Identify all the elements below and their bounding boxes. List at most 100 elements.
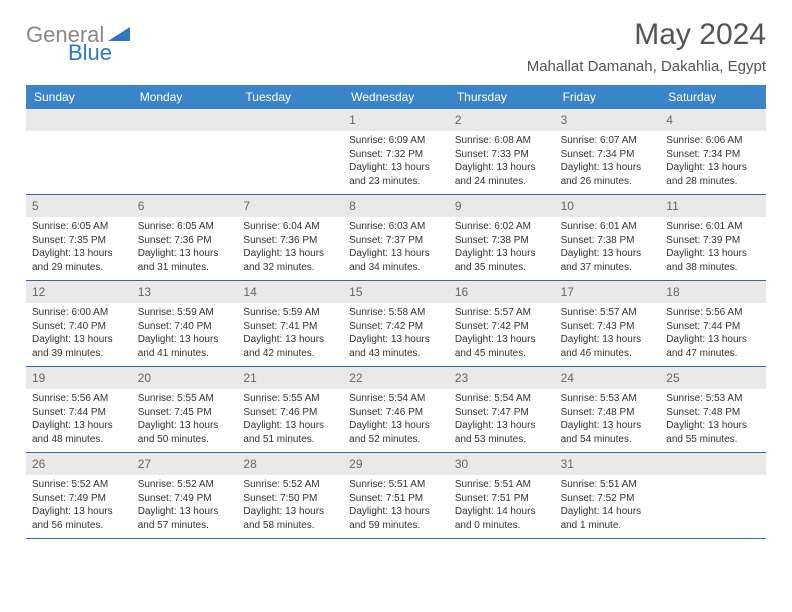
day-number-row: 8 bbox=[343, 195, 449, 217]
day-number: 11 bbox=[666, 199, 678, 213]
week-row: ...1Sunrise: 6:09 AMSunset: 7:32 PMDayli… bbox=[26, 109, 766, 195]
day-cell: 27 Sunrise: 5:52 AMSunset: 7:49 PMDayligh… bbox=[132, 453, 238, 538]
day-details: Sunrise: 5:52 AMSunset: 7:50 PMDaylight:… bbox=[243, 478, 337, 532]
day-details: Sunrise: 6:06 AMSunset: 7:34 PMDaylight:… bbox=[666, 134, 760, 188]
day-number-row: 6 bbox=[132, 195, 238, 217]
day-cell: 22Sunrise: 5:54 AMSunset: 7:46 PMDayligh… bbox=[343, 367, 449, 452]
day-number-row: 25 bbox=[660, 367, 766, 389]
week-row: 26 Sunrise: 5:52 AMSunset: 7:49 PMDayligh… bbox=[26, 453, 766, 539]
location-text: Mahallat Damanah, Dakahlia, Egypt bbox=[527, 58, 766, 75]
day-details: Sunrise: 5:59 AMSunset: 7:40 PMDaylight:… bbox=[138, 306, 232, 360]
day-cell: 18Sunrise: 5:56 AMSunset: 7:44 PMDayligh… bbox=[660, 281, 766, 366]
day-details: Sunrise: 5:57 AMSunset: 7:43 PMDaylight:… bbox=[561, 306, 655, 360]
day-number: 28 bbox=[243, 457, 256, 471]
day-details: Sunrise: 5:52 AMSunset: 7:49 PMDaylight:… bbox=[138, 478, 232, 532]
month-title: May 2024 bbox=[527, 18, 766, 52]
weekday-header: Monday bbox=[132, 85, 238, 109]
day-number-row: 11 bbox=[660, 195, 766, 217]
day-number-row: 2 bbox=[449, 109, 555, 131]
day-number-row: 29 bbox=[343, 453, 449, 475]
day-number: 10 bbox=[561, 199, 574, 213]
day-number: 17 bbox=[561, 285, 574, 299]
day-cell: 8Sunrise: 6:03 AMSunset: 7:37 PMDaylight… bbox=[343, 195, 449, 280]
day-number-row: 12 bbox=[26, 281, 132, 303]
day-number: 29 bbox=[349, 457, 362, 471]
day-number-row: 16 bbox=[449, 281, 555, 303]
day-number: 4 bbox=[666, 113, 673, 127]
week-row: 12Sunrise: 6:00 AMSunset: 7:40 PMDayligh… bbox=[26, 281, 766, 367]
day-cell: . bbox=[237, 109, 343, 194]
day-number: 7 bbox=[243, 199, 250, 213]
day-cell: 2 Sunrise: 6:08 AMSunset: 7:33 PMDaylight… bbox=[449, 109, 555, 194]
day-number: 14 bbox=[243, 285, 256, 299]
day-cell: 1Sunrise: 6:09 AMSunset: 7:32 PMDaylight… bbox=[343, 109, 449, 194]
weekday-header: Thursday bbox=[449, 85, 555, 109]
day-details: Sunrise: 5:54 AMSunset: 7:47 PMDaylight:… bbox=[455, 392, 549, 446]
day-number: 20 bbox=[138, 371, 151, 385]
day-cell: 26 Sunrise: 5:52 AMSunset: 7:49 PMDayligh… bbox=[26, 453, 132, 538]
day-cell: 20Sunrise: 5:55 AMSunset: 7:45 PMDayligh… bbox=[132, 367, 238, 452]
day-details: Sunrise: 5:51 AMSunset: 7:51 PMDaylight:… bbox=[455, 478, 549, 532]
day-cell: . bbox=[132, 109, 238, 194]
day-details: Sunrise: 5:56 AMSunset: 7:44 PMDaylight:… bbox=[666, 306, 760, 360]
weekday-header: Sunday bbox=[26, 85, 132, 109]
day-cell: 10 Sunrise: 6:01 AMSunset: 7:38 PMDayligh… bbox=[555, 195, 661, 280]
day-cell: 4 Sunrise: 6:06 AMSunset: 7:34 PMDaylight… bbox=[660, 109, 766, 194]
day-number-row: 13 bbox=[132, 281, 238, 303]
calendar-grid: SundayMondayTuesdayWednesdayThursdayFrid… bbox=[26, 85, 766, 539]
day-number: 21 bbox=[243, 371, 256, 385]
day-cell: 25Sunrise: 5:53 AMSunset: 7:48 PMDayligh… bbox=[660, 367, 766, 452]
day-number-row: 14 bbox=[237, 281, 343, 303]
day-cell: 7 Sunrise: 6:04 AMSunset: 7:36 PMDaylight… bbox=[237, 195, 343, 280]
weekday-header: Tuesday bbox=[237, 85, 343, 109]
day-number: 24 bbox=[561, 371, 574, 385]
day-details: Sunrise: 5:51 AMSunset: 7:52 PMDaylight:… bbox=[561, 478, 655, 532]
day-details: Sunrise: 5:57 AMSunset: 7:42 PMDaylight:… bbox=[455, 306, 549, 360]
day-details: Sunrise: 5:51 AMSunset: 7:51 PMDaylight:… bbox=[349, 478, 443, 532]
day-number: 22 bbox=[349, 371, 362, 385]
day-details: Sunrise: 6:08 AMSunset: 7:33 PMDaylight:… bbox=[455, 134, 549, 188]
day-number-row: 28 bbox=[237, 453, 343, 475]
day-number-row: 17 bbox=[555, 281, 661, 303]
day-number: 13 bbox=[138, 285, 151, 299]
day-cell: 21 Sunrise: 5:55 AMSunset: 7:46 PMDayligh… bbox=[237, 367, 343, 452]
day-details: Sunrise: 5:59 AMSunset: 7:41 PMDaylight:… bbox=[243, 306, 337, 360]
day-number-row: . bbox=[237, 109, 343, 131]
day-cell: . bbox=[26, 109, 132, 194]
day-details: Sunrise: 6:01 AMSunset: 7:38 PMDaylight:… bbox=[561, 220, 655, 274]
day-number-row: 20 bbox=[132, 367, 238, 389]
day-cell: 11Sunrise: 6:01 AMSunset: 7:39 PMDayligh… bbox=[660, 195, 766, 280]
day-cell: 5Sunrise: 6:05 AMSunset: 7:35 PMDaylight… bbox=[26, 195, 132, 280]
day-number-row: 24 bbox=[555, 367, 661, 389]
day-details: Sunrise: 5:53 AMSunset: 7:48 PMDaylight:… bbox=[561, 392, 655, 446]
day-details: Sunrise: 5:52 AMSunset: 7:49 PMDaylight:… bbox=[32, 478, 126, 532]
day-number: 3 bbox=[561, 113, 568, 127]
day-cell: 14 Sunrise: 5:59 AMSunset: 7:41 PMDayligh… bbox=[237, 281, 343, 366]
weekday-header: Friday bbox=[555, 85, 661, 109]
day-number-row: 31 bbox=[555, 453, 661, 475]
day-number-row: 15 bbox=[343, 281, 449, 303]
day-number-row: 27 bbox=[132, 453, 238, 475]
day-cell: 29 Sunrise: 5:51 AMSunset: 7:51 PMDayligh… bbox=[343, 453, 449, 538]
day-number-row: 22 bbox=[343, 367, 449, 389]
day-cell: 31 Sunrise: 5:51 AMSunset: 7:52 PMDayligh… bbox=[555, 453, 661, 538]
header: General Blue May 2024 Mahallat Damanah, … bbox=[26, 18, 766, 75]
day-number: 2 bbox=[455, 113, 462, 127]
day-number-row: 9 bbox=[449, 195, 555, 217]
day-number: 9 bbox=[455, 199, 462, 213]
day-number: 30 bbox=[455, 457, 468, 471]
day-details: Sunrise: 5:55 AMSunset: 7:46 PMDaylight:… bbox=[243, 392, 337, 446]
day-number-row: 21 bbox=[237, 367, 343, 389]
day-details: Sunrise: 5:58 AMSunset: 7:42 PMDaylight:… bbox=[349, 306, 443, 360]
day-number: 12 bbox=[32, 285, 45, 299]
day-number: 19 bbox=[32, 371, 45, 385]
day-number-row: 7 bbox=[237, 195, 343, 217]
day-number-row: 5 bbox=[26, 195, 132, 217]
day-number-row: . bbox=[660, 453, 766, 475]
day-cell: 3Sunrise: 6:07 AMSunset: 7:34 PMDaylight… bbox=[555, 109, 661, 194]
day-number-row: 23 bbox=[449, 367, 555, 389]
day-number-row: 3 bbox=[555, 109, 661, 131]
day-details: Sunrise: 6:04 AMSunset: 7:36 PMDaylight:… bbox=[243, 220, 337, 274]
day-number-row: 26 bbox=[26, 453, 132, 475]
day-cell: 12Sunrise: 6:00 AMSunset: 7:40 PMDayligh… bbox=[26, 281, 132, 366]
